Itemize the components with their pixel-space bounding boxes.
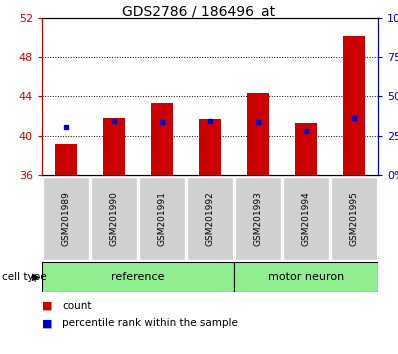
Text: ■: ■ xyxy=(42,301,53,310)
Text: cell type: cell type xyxy=(2,272,47,282)
Bar xyxy=(295,123,317,175)
Bar xyxy=(55,144,77,175)
Bar xyxy=(332,177,377,260)
Bar xyxy=(187,177,232,260)
Bar xyxy=(199,119,221,175)
Bar xyxy=(42,262,234,292)
Bar xyxy=(43,177,89,260)
Text: GSM201993: GSM201993 xyxy=(254,191,263,246)
Text: count: count xyxy=(62,301,92,310)
Text: GDS2786 / 186496_at: GDS2786 / 186496_at xyxy=(123,5,275,19)
Text: percentile rank within the sample: percentile rank within the sample xyxy=(62,318,238,328)
Text: ■: ■ xyxy=(42,318,53,328)
Text: GSM201995: GSM201995 xyxy=(349,191,359,246)
Text: GSM201989: GSM201989 xyxy=(62,191,70,246)
Bar xyxy=(151,103,173,175)
Text: reference: reference xyxy=(111,272,165,282)
Bar xyxy=(236,177,281,260)
Bar xyxy=(343,36,365,175)
Bar xyxy=(247,93,269,175)
Text: ▶: ▶ xyxy=(32,272,40,282)
Text: GSM201994: GSM201994 xyxy=(302,191,310,246)
Bar xyxy=(283,177,329,260)
Bar xyxy=(103,118,125,175)
Bar xyxy=(234,262,378,292)
Text: GSM201991: GSM201991 xyxy=(158,191,166,246)
Text: GSM201992: GSM201992 xyxy=(205,191,215,246)
Bar xyxy=(139,177,185,260)
Text: motor neuron: motor neuron xyxy=(268,272,344,282)
Text: GSM201990: GSM201990 xyxy=(109,191,119,246)
Bar xyxy=(92,177,137,260)
